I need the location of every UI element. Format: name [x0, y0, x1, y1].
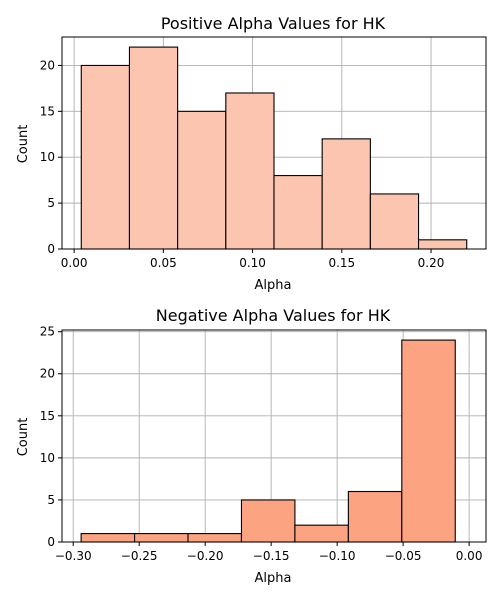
histogram-bar: [417, 239, 468, 250]
histogram-bar: [240, 499, 296, 543]
histogram-bar: [401, 339, 456, 543]
x-axis-label: Alpha: [255, 278, 292, 293]
histogram-bar: [80, 64, 131, 250]
chart-title: Positive Alpha Values for HK: [161, 14, 386, 33]
x-tick-label: −0.25: [121, 549, 158, 563]
bars: [80, 339, 456, 543]
x-tick-label: 0.10: [239, 256, 266, 270]
axes-frame: [61, 329, 487, 543]
y-tick-label: 10: [40, 150, 55, 164]
y-axis-label: Count: [16, 418, 31, 457]
x-tick-label: 0.05: [150, 256, 177, 270]
y-tick-label: 5: [47, 493, 55, 507]
bars: [80, 46, 468, 250]
x-axis-label: Alpha: [255, 571, 292, 586]
x-tick-label: −0.20: [187, 549, 224, 563]
histogram-bar: [294, 524, 349, 543]
histogram-bar: [128, 46, 179, 250]
histogram-bar: [80, 533, 136, 543]
y-tick-label: 10: [40, 451, 55, 465]
histogram-bar: [177, 110, 227, 250]
histogram-bar: [187, 533, 243, 543]
x-tick-label: 0.15: [328, 256, 355, 270]
y-tick-label: 20: [40, 58, 55, 72]
histogram-bar: [347, 490, 403, 543]
y-tick-label: 15: [40, 104, 55, 118]
y-tick-label: 25: [40, 325, 55, 339]
x-tick-label: 0.00: [456, 549, 483, 563]
axes-frame: [61, 36, 487, 250]
histogram-bar: [273, 175, 323, 250]
histogram-bar: [134, 533, 189, 543]
histogram-bar: [225, 92, 275, 250]
y-axis-label: Count: [16, 125, 31, 164]
x-tick-label: −0.15: [253, 549, 290, 563]
negative-alpha-histogram: Negative Alpha Values for HK Alpha Count…: [16, 306, 487, 586]
x-tick-label: 0.00: [61, 256, 88, 270]
chart-title: Negative Alpha Values for HK: [156, 306, 391, 325]
y-tick-label: 0: [47, 535, 55, 549]
y-tick-label: 20: [40, 367, 55, 381]
x-tick-label: −0.05: [385, 549, 422, 563]
x-tick-label: 0.20: [418, 256, 445, 270]
histogram-bar: [369, 193, 420, 250]
positive-alpha-histogram: Positive Alpha Values for HK Alpha Count…: [16, 14, 487, 293]
y-tick-label: 5: [47, 196, 55, 210]
x-tick-label: −0.30: [55, 549, 92, 563]
histogram-bar: [321, 138, 371, 250]
y-tick-label: 15: [40, 409, 55, 423]
x-tick-label: −0.10: [319, 549, 356, 563]
y-tick-label: 0: [47, 242, 55, 256]
